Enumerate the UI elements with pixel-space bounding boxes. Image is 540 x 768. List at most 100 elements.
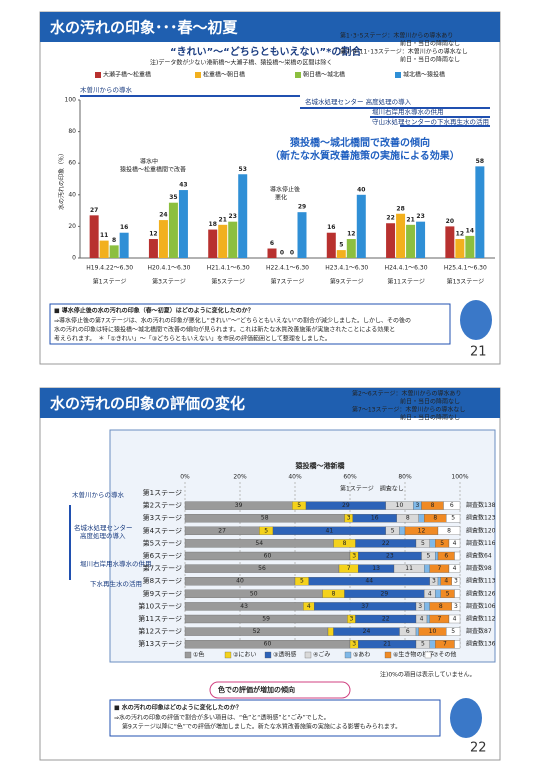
legend-note: 前日・当日の降雨なし [400,414,460,422]
value-label: 5 [391,527,395,534]
bar-segment [448,539,461,548]
annotation: 猿投橋～松重橋間で改善 [120,166,186,174]
y-tick-label: 40 [68,191,76,198]
count-label: 調査数136 [466,640,496,648]
value-label: 3 [454,578,458,585]
y-tick-label: 第11ステージ [138,614,182,623]
value-label: 8 [439,603,443,610]
y-tick-label: 100 [65,97,77,104]
y-tick-label: 第3ステージ [143,513,182,522]
y-tick-label: 20 [68,223,76,230]
y-tick-label: 第6ステージ [143,551,182,560]
value-label: 4 [453,565,457,572]
annotation: 猿投橋～城北橋間で改善の傾向 [289,136,430,149]
value-label: 29 [342,502,350,509]
y-tick-label: 第8ステージ [143,576,182,585]
value-label: 8 [433,515,437,522]
annotation: 悪化 [275,194,287,202]
value-label: 8 [431,502,435,509]
legend-label: ⑦その他 [433,651,456,659]
value-label: 3 [454,603,458,610]
legend-swatch [344,651,352,659]
value-label: 27 [218,527,226,534]
y-tick-label: 第2ステージ [143,501,182,510]
x-tick-label: 60% [343,474,357,481]
mascot [450,698,482,738]
y-tick-label: 0 [72,255,76,262]
value-label: 16 [120,224,128,231]
value-label: 5 [264,527,268,534]
bar-segment [454,640,461,649]
legend-swatch [95,72,101,78]
value-label: 5 [421,540,425,547]
chart-subtitle: 注)データ数が少ない港新橋～大瀬子橋、猿投橋～栄橋の区間は除く [150,59,332,67]
x-tick-label: 40% [288,474,302,481]
bar-segment [424,602,430,611]
legend-swatch [384,651,392,659]
stage-label: 第13ステージ [447,278,485,286]
value-label: 3 [415,502,419,509]
bar-segment [435,551,439,561]
legend-note: 前日・当日の降雨なし [400,56,460,64]
answer-box [49,303,451,345]
x-tick-label: H22.4.1～6.30 [266,265,309,272]
y-tick-label: 第10ステージ [138,601,182,610]
count-label: 調査数116 [466,539,496,547]
value-label: 10 [396,502,404,509]
bar [228,221,238,258]
x-tick-label: H19.4.22～6.30 [86,265,133,272]
x-tick-label: H20.4.1～6.30 [147,265,190,272]
title-bar [40,388,500,418]
legend-label: ④ごみ [313,651,330,659]
legend-swatch [395,72,401,78]
value-label: 28 [396,205,404,212]
value-label: 40 [236,578,244,585]
bar [297,212,307,258]
bar-segment [446,627,461,636]
count-label: 調査数126 [466,589,496,597]
value-label: 4 [444,578,448,585]
annotation: 導水停止後 [270,186,300,194]
count-label: 調査数87 [466,627,492,635]
value-label: 6 [450,502,454,509]
bar [336,250,346,258]
value-label: 8 [332,590,336,597]
value-label: 5 [451,628,455,635]
legend-label: 大瀬子橋～松重橋 [103,71,151,79]
value-label: 21 [406,216,414,223]
stage-label: 第3ステージ [152,278,186,286]
value-label: 27 [90,207,98,214]
legend-swatch [184,651,192,659]
legend-swatch [295,72,301,78]
value-label: 7 [437,565,441,572]
value-label: 40 [357,186,365,193]
bar [455,239,465,258]
legend-note: 前日・当日の降雨なし [400,398,460,406]
bar-segment [451,577,461,586]
value-label: 7 [347,565,351,572]
count-label: 調査数123 [466,514,496,522]
value-label: 58 [476,158,484,165]
value-label: 0 [290,250,294,257]
value-label: 14 [466,227,474,234]
value-label: 4 [420,616,424,623]
count-label: 調査数64 [466,552,492,560]
annotation: 名城水処理センター [74,523,133,532]
y-tick-label: 第4ステージ [143,526,182,535]
value-label: 12 [149,231,157,238]
value-label: 16 [371,515,379,522]
value-label: 60 [264,641,272,648]
bar [465,235,475,258]
value-label: 53 [239,166,247,173]
bar [208,229,218,258]
annotation: 堀川右岸用水導水の供用 [80,559,152,568]
value-label: 39 [235,502,243,509]
x-tick-label: H24.4.1～6.30 [385,265,428,272]
value-label: 6 [270,240,274,247]
value-label: 6 [406,628,410,635]
question: ■ 導水停止後の水の汚れの印象（春～初夏）はどのように変化したのか？ [54,307,254,315]
value-label: 3 [418,603,422,610]
value-label: 3 [349,616,353,623]
annotation: 第1ステージ 調査なし [340,485,404,493]
value-label: 54 [255,540,263,547]
